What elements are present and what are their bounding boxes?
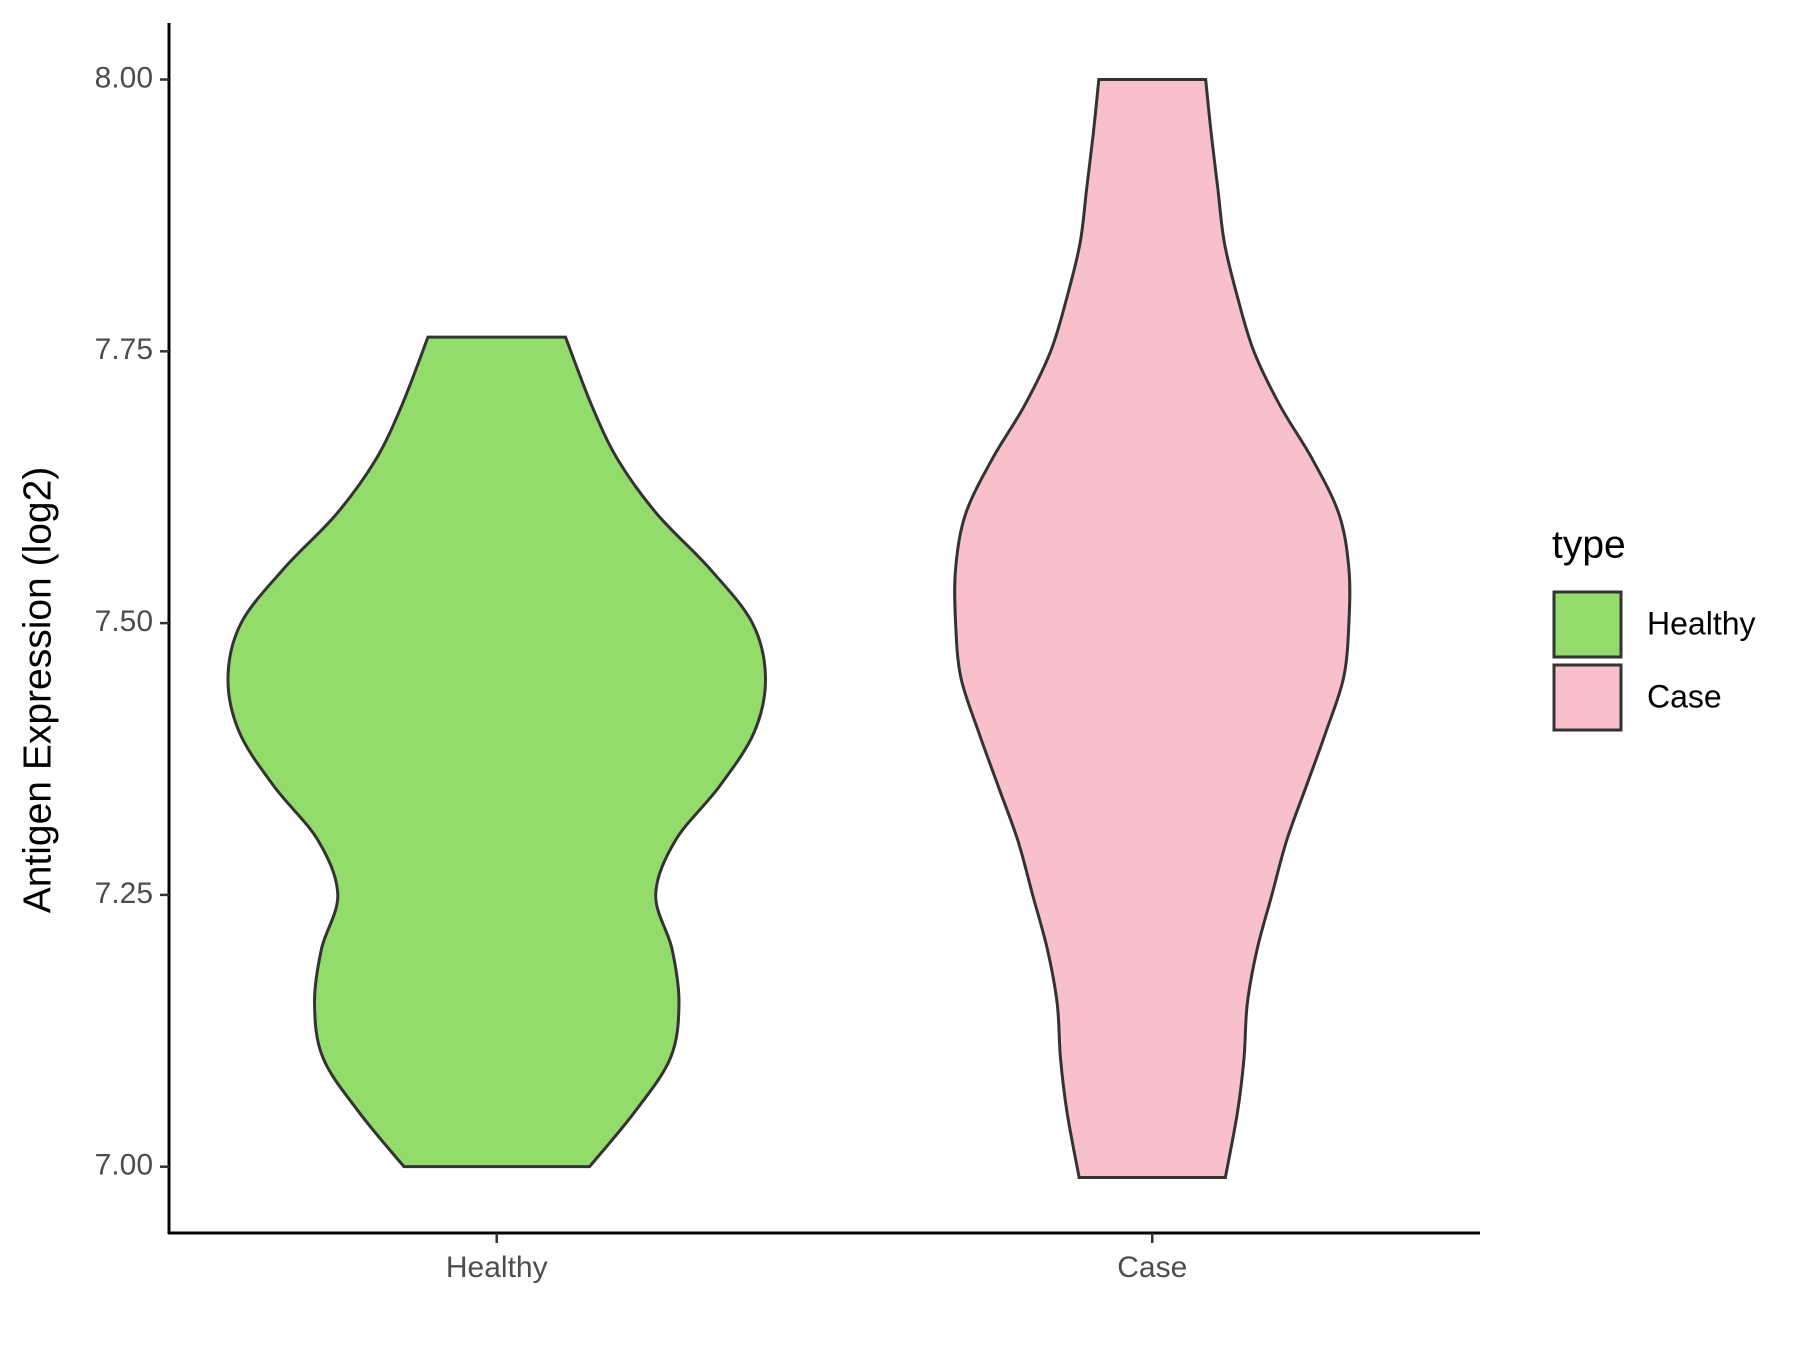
y-tick-label: 7.25 — [95, 877, 153, 910]
legend-key — [1552, 590, 1623, 659]
x-tick-label: Healthy — [446, 1251, 548, 1284]
legend-label: Case — [1647, 678, 1722, 714]
legend-key — [1552, 663, 1623, 732]
y-tick-label: 7.50 — [95, 605, 153, 638]
legend-label: Healthy — [1647, 605, 1756, 641]
x-tick-label: Case — [1117, 1251, 1187, 1284]
y-axis-title: Antigen Expression (log2) — [16, 467, 59, 914]
legend-title: type — [1552, 523, 1626, 566]
y-tick-label: 7.75 — [95, 333, 153, 366]
y-tick-label: 8.00 — [95, 61, 153, 94]
y-tick-label: 7.00 — [95, 1149, 153, 1182]
violin — [226, 335, 768, 1169]
violin — [953, 78, 1352, 1180]
